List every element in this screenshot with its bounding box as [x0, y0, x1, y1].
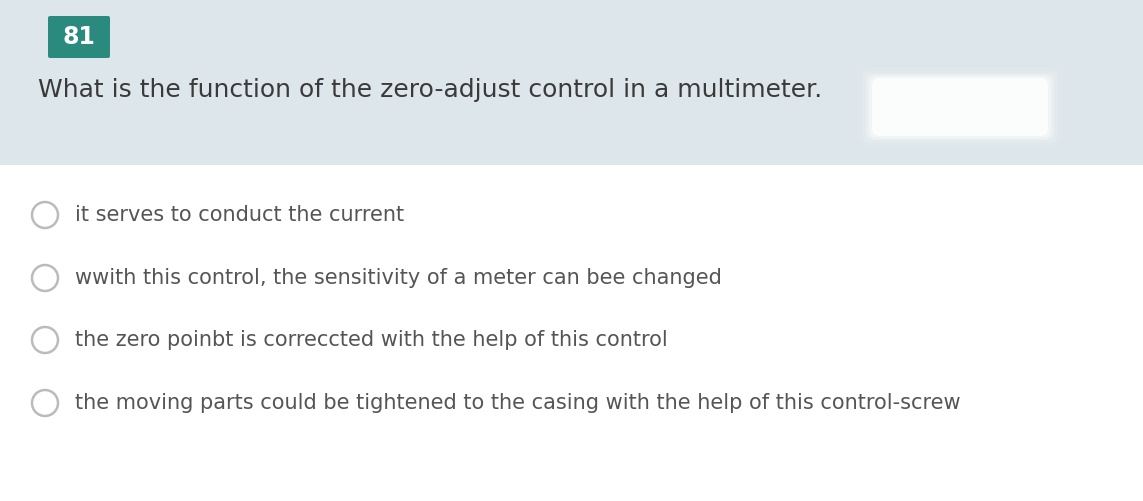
- Text: the moving parts could be tightened to the casing with the help of this control-: the moving parts could be tightened to t…: [75, 393, 960, 413]
- Text: What is the function of the zero-adjust control in a multimeter.: What is the function of the zero-adjust …: [38, 78, 822, 102]
- FancyBboxPatch shape: [866, 74, 1054, 140]
- FancyBboxPatch shape: [872, 78, 1048, 136]
- FancyBboxPatch shape: [48, 16, 110, 58]
- FancyBboxPatch shape: [869, 76, 1052, 138]
- Text: it serves to conduct the current: it serves to conduct the current: [75, 205, 405, 225]
- Text: the zero poinbt is correccted with the help of this control: the zero poinbt is correccted with the h…: [75, 330, 668, 350]
- FancyBboxPatch shape: [0, 0, 1143, 165]
- FancyBboxPatch shape: [857, 68, 1063, 146]
- Text: 81: 81: [63, 25, 95, 49]
- Text: wwith this control, the sensitivity of a meter can bee changed: wwith this control, the sensitivity of a…: [75, 268, 722, 288]
- FancyBboxPatch shape: [862, 71, 1058, 143]
